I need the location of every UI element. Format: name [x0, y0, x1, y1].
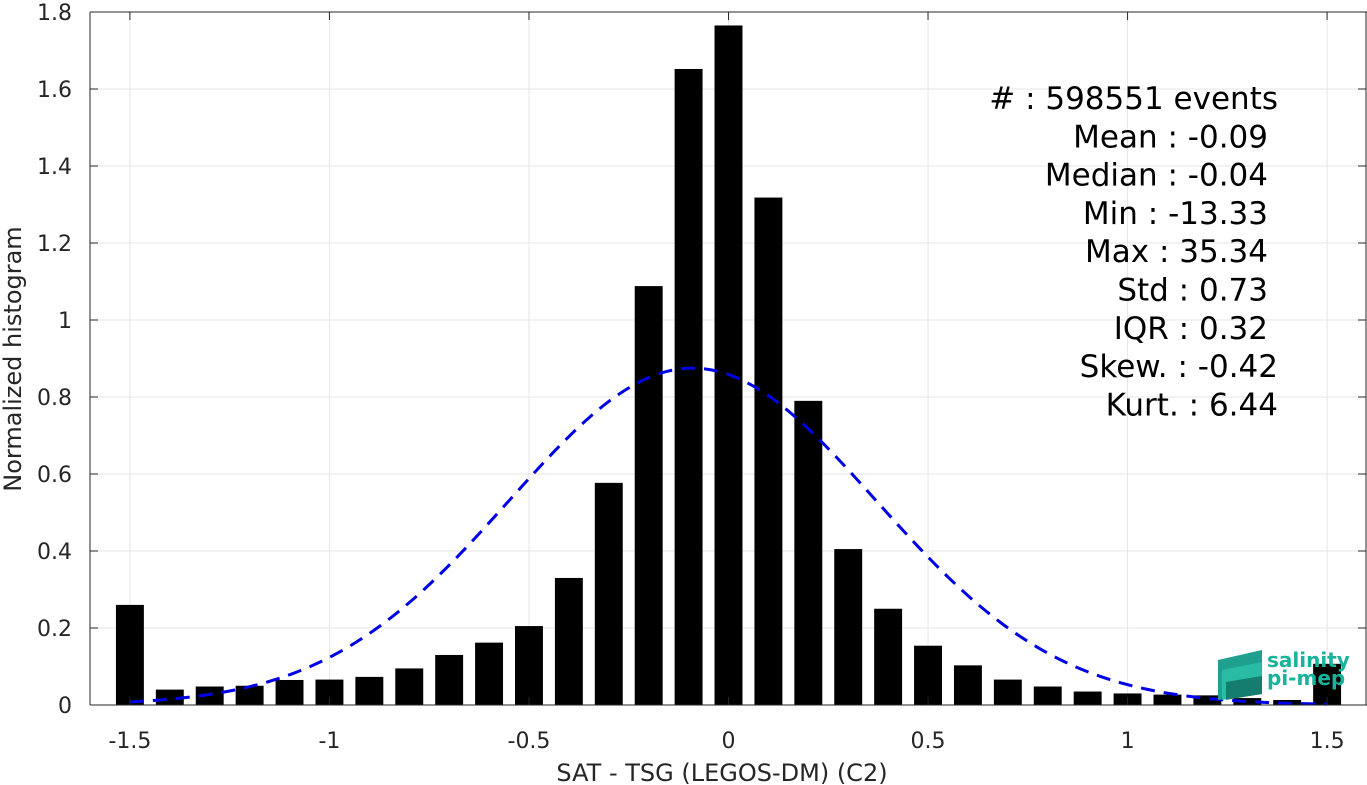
histogram-bar	[594, 482, 623, 705]
logo-text-line2: pi-mep	[1267, 666, 1345, 690]
histogram-bar	[115, 604, 144, 705]
y-tick-label: 1.4	[37, 155, 72, 180]
stat-line: Min : -13.33	[1083, 196, 1268, 232]
histogram-bar	[355, 676, 384, 705]
stat-line: Median : -0.04	[1045, 158, 1268, 194]
x-tick-label: 1	[1121, 729, 1135, 754]
stat-line: Skew. : -0.42	[1080, 349, 1278, 385]
histogram-bar	[953, 665, 982, 705]
histogram-bar	[634, 286, 663, 705]
histogram-bar	[834, 549, 863, 705]
histogram-bar	[515, 626, 543, 705]
y-tick-labels: 0 0.2 0.4 0.6 0.8 1 1.2 1.4 1.6 1.8	[37, 1, 72, 719]
y-tick-label: 0	[58, 694, 72, 719]
x-tick-label: -0.5	[508, 729, 551, 754]
stat-line: Mean : -0.09	[1073, 119, 1268, 155]
histogram-bar	[714, 25, 743, 706]
stat-line: Kurt. : 6.44	[1106, 387, 1278, 423]
stat-line: Max : 35.34	[1085, 234, 1268, 270]
x-axis-label: SAT - TSG (LEGOS-DM) (C2)	[556, 759, 887, 785]
histogram-bars	[115, 25, 1342, 706]
stat-line: # : 598551 events	[989, 81, 1278, 117]
histogram-bar	[794, 400, 823, 705]
stat-line: Std : 0.73	[1117, 273, 1268, 309]
stat-line: IQR : 0.32	[1114, 311, 1268, 347]
x-tick-label: -1	[318, 729, 340, 754]
x-tick-label: 0	[722, 729, 736, 754]
x-tick-labels: -1.5 -1 -0.5 0 0.5 1 1.5	[108, 729, 1344, 754]
x-tick-label: 0.5	[911, 729, 946, 754]
histogram-bar	[475, 642, 504, 705]
histogram-bar	[674, 68, 703, 706]
x-tick-label: -1.5	[108, 729, 151, 754]
histogram-bar	[1233, 698, 1262, 705]
axes-frame	[89, 11, 1367, 706]
histogram-bar	[754, 197, 783, 705]
x-tick-label: 1.5	[1310, 729, 1345, 754]
histogram-bar	[1033, 686, 1062, 705]
histogram-bar	[435, 654, 464, 705]
salinity-pimep-logo: salinity pi-mep	[1218, 648, 1350, 700]
histogram-bar	[235, 685, 264, 705]
histogram-bar	[1073, 691, 1102, 705]
histogram-bar	[554, 577, 583, 705]
logo-text-line1: salinity	[1267, 648, 1350, 672]
histogram-bar	[993, 679, 1022, 705]
histogram-bar	[874, 608, 903, 705]
histogram-bar	[1153, 694, 1182, 705]
histogram-bar	[275, 679, 304, 705]
y-axis-label: Normalized histogram	[0, 226, 27, 491]
logo-waves-icon	[1218, 650, 1262, 700]
histogram-bar	[395, 668, 424, 705]
y-tick-label: 1.8	[37, 1, 72, 26]
histogram-bar	[914, 645, 942, 705]
y-tick-label: 0.6	[37, 463, 72, 488]
y-tick-label: 1.2	[37, 232, 72, 257]
y-tick-label: 1.6	[37, 78, 72, 103]
normal-fit-curve	[129, 366, 1328, 706]
histogram-bar	[1193, 695, 1222, 705]
y-tick-label: 0.8	[37, 386, 72, 411]
y-tick-label: 0.2	[37, 617, 72, 642]
y-tick-label: 1	[58, 309, 72, 334]
y-tick-label: 0.4	[37, 540, 72, 565]
